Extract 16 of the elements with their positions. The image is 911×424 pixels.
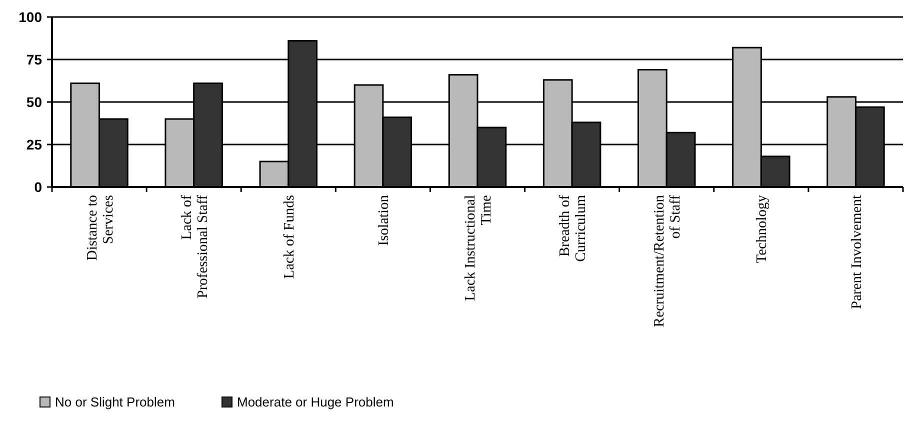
- x-tick-label: Parent Involvement: [848, 195, 865, 309]
- x-tick-label: Isolation: [376, 194, 392, 246]
- y-tick-label: 0: [34, 178, 42, 195]
- y-tick-label: 100: [18, 8, 42, 25]
- x-tick-label: Lack of Funds: [281, 194, 298, 279]
- y-tick-label: 25: [26, 136, 42, 152]
- legend-label: No or Slight Problem: [55, 394, 175, 410]
- x-tick-label: Distance to Services: [84, 194, 116, 261]
- legend-label: Moderate or Huge Problem: [237, 394, 394, 410]
- x-tick-label: Recruitment/Retention of Staff: [652, 194, 684, 328]
- y-tick-label: 50: [26, 94, 42, 110]
- y-tick-label: 75: [26, 51, 42, 68]
- x-tick-label: Breadth of Curriculum: [557, 194, 590, 262]
- x-tick-label: Lack Instructional Time: [462, 195, 495, 301]
- x-tick-label: Lack of Professional Staff: [178, 194, 211, 298]
- x-tick-label: Technology: [754, 194, 770, 264]
